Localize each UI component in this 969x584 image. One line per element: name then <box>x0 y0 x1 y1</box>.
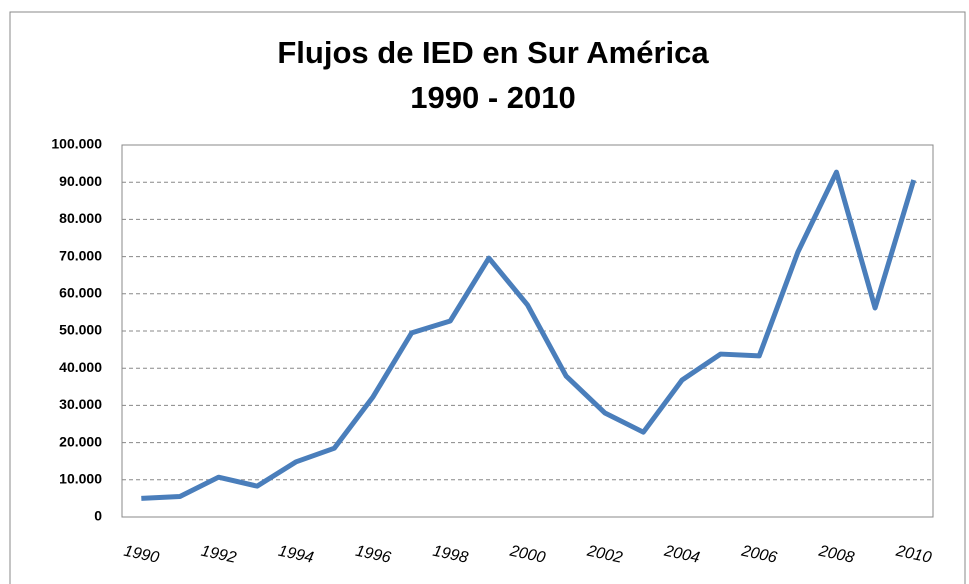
data-line <box>141 169 917 501</box>
y-tick-label: 30.000 <box>59 396 102 412</box>
y-tick-label: 100.000 <box>51 136 102 152</box>
y-tick-label: 10.000 <box>59 471 102 487</box>
chart-title: Flujos de IED en Sur América <box>277 35 709 70</box>
y-tick-label: 50.000 <box>59 322 102 338</box>
y-tick-label: 0 <box>94 508 102 524</box>
y-tick-label: 60.000 <box>59 285 102 301</box>
y-tick-label: 20.000 <box>59 433 102 449</box>
y-tick-label: 80.000 <box>59 210 102 226</box>
y-tick-label: 70.000 <box>59 247 102 263</box>
y-tick-label: 40.000 <box>59 359 102 375</box>
chart-subtitle: 1990 - 2010 <box>410 80 575 115</box>
y-tick-label: 90.000 <box>59 173 102 189</box>
chart-border <box>9 11 966 584</box>
